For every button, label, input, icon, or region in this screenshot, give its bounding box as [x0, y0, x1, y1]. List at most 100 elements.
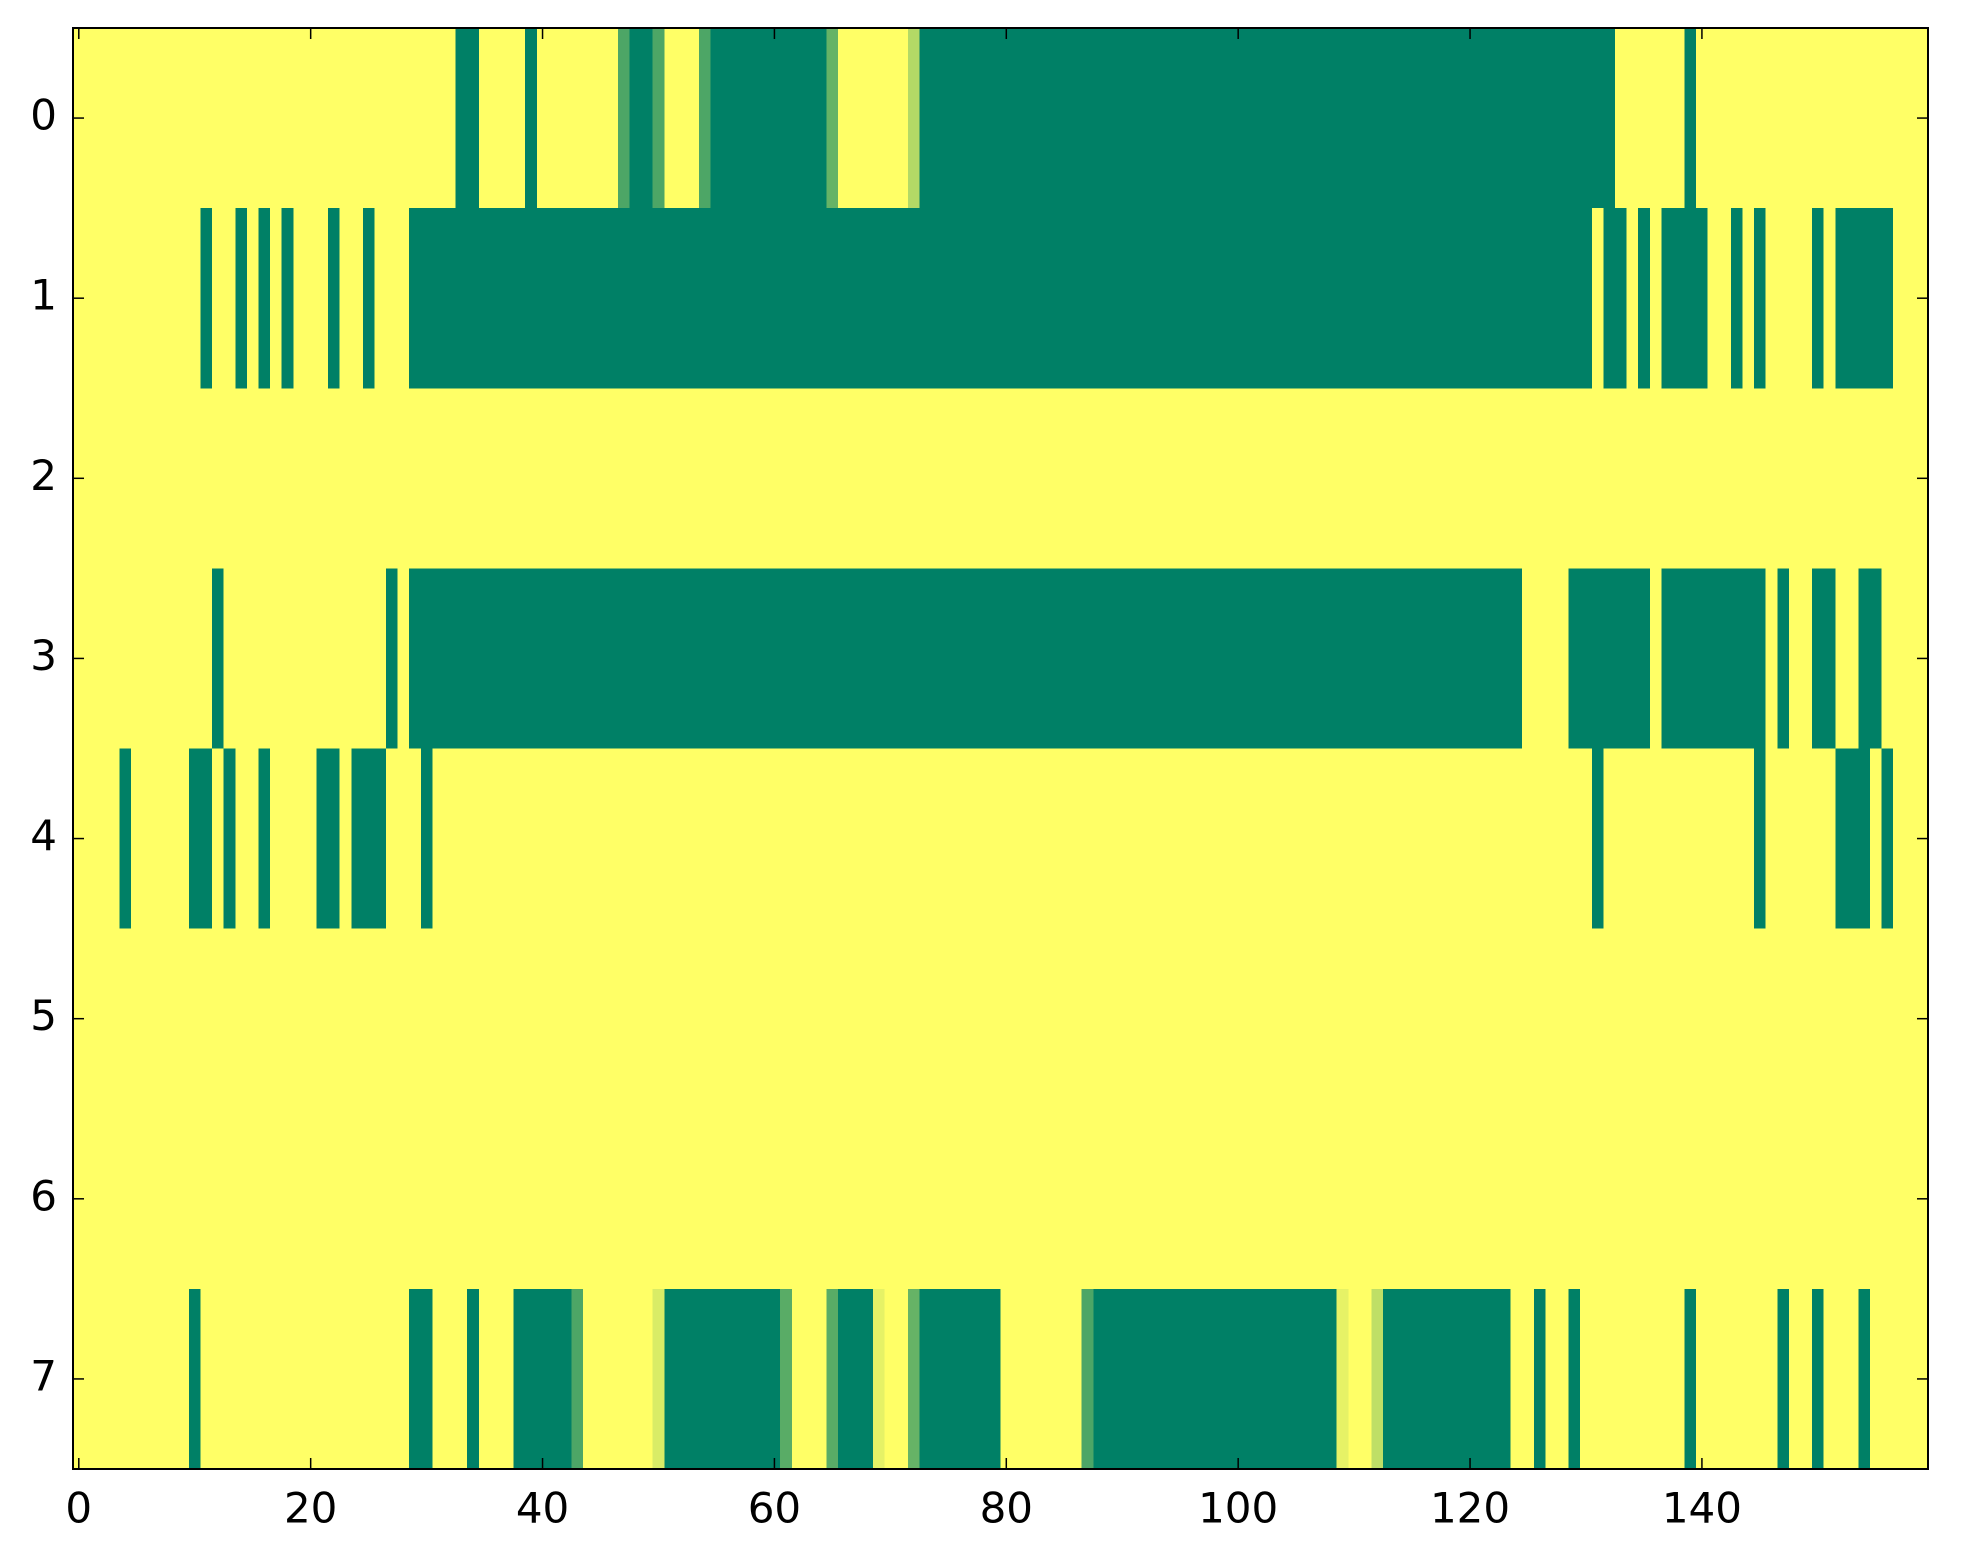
cell: [861, 568, 874, 750]
cell: [444, 568, 457, 750]
cell: [1278, 208, 1291, 389]
cell: [1638, 208, 1651, 389]
cell: [1870, 388, 1883, 569]
cell: [1383, 1108, 1396, 1290]
cell: [351, 1108, 364, 1290]
cell: [165, 208, 178, 389]
cell: [768, 748, 781, 930]
cell: [884, 748, 897, 930]
cell: [1406, 388, 1419, 569]
cell: [1603, 208, 1616, 389]
cell: [513, 208, 526, 389]
cell: [386, 748, 399, 930]
cell: [501, 28, 515, 209]
cell: [606, 388, 619, 569]
cell: [1035, 208, 1048, 389]
cell: [1568, 208, 1581, 389]
cell: [536, 28, 549, 209]
cell: [1325, 748, 1338, 930]
cell: [455, 1108, 468, 1290]
cell: [838, 1288, 851, 1470]
cell: [1452, 1288, 1465, 1470]
cell: [1846, 748, 1860, 930]
cell: [641, 388, 654, 569]
cell: [513, 928, 526, 1110]
cell: [1162, 748, 1176, 930]
cell: [328, 1288, 341, 1470]
cell: [1278, 388, 1291, 569]
cell: [177, 388, 190, 569]
cell: [1487, 568, 1500, 750]
cell: [281, 568, 294, 750]
cell: [328, 208, 341, 389]
cell: [1893, 1288, 1906, 1470]
cell: [583, 568, 596, 750]
cell: [791, 748, 805, 930]
cell: [1487, 208, 1500, 389]
cell: [467, 1108, 480, 1290]
cell: [1046, 1288, 1060, 1470]
cell: [1533, 748, 1547, 930]
cell: [1197, 1108, 1210, 1290]
cell: [1568, 28, 1581, 209]
cell: [1186, 28, 1199, 209]
cell: [652, 568, 665, 750]
cell: [270, 1108, 283, 1290]
cell: [1406, 748, 1419, 930]
cell: [675, 568, 689, 750]
cell: [1499, 1288, 1512, 1470]
cell: [826, 568, 839, 750]
cell: [1719, 748, 1732, 930]
cell: [861, 1288, 874, 1470]
cell: [258, 568, 271, 750]
cell: [617, 568, 631, 750]
cell: [1603, 1108, 1616, 1290]
cell: [583, 28, 596, 209]
cell: [664, 208, 677, 389]
cell: [1533, 28, 1547, 209]
cell: [1429, 1288, 1442, 1470]
cell: [1846, 1108, 1860, 1290]
x-tick-label: 60: [748, 1484, 801, 1533]
cell: [1835, 928, 1848, 1110]
cell: [1209, 28, 1222, 209]
cell: [583, 748, 596, 930]
cell: [757, 1288, 770, 1470]
cell: [629, 208, 642, 389]
cell: [896, 1108, 909, 1290]
cell: [664, 388, 677, 569]
cell: [188, 568, 202, 750]
cell: [861, 928, 874, 1110]
cell: [1104, 748, 1118, 930]
cell: [652, 748, 665, 930]
cell: [1638, 1288, 1651, 1470]
cell: [1475, 928, 1489, 1110]
cell: [1904, 928, 1918, 1110]
cell: [1464, 1288, 1477, 1470]
cell: [1545, 928, 1558, 1110]
cell: [1742, 1108, 1755, 1290]
cell: [142, 568, 155, 750]
cell: [1452, 568, 1465, 750]
cell: [1881, 928, 1894, 1110]
cell: [1835, 28, 1848, 209]
cell: [652, 388, 665, 569]
cell: [872, 1288, 886, 1470]
cell: [1081, 1108, 1094, 1290]
cell: [675, 1288, 689, 1470]
cell: [1881, 28, 1894, 209]
cell: [1452, 748, 1465, 930]
cell: [1870, 568, 1883, 750]
cell: [1487, 748, 1500, 930]
cell: [1035, 1108, 1048, 1290]
cell: [1359, 28, 1373, 209]
cell: [1696, 28, 1709, 209]
cell: [1638, 568, 1651, 750]
cell: [1441, 208, 1454, 389]
cell: [96, 928, 109, 1110]
cell: [641, 568, 654, 750]
cell: [1070, 928, 1083, 1110]
cell: [513, 568, 526, 750]
cell: [1186, 388, 1199, 569]
cell: [281, 928, 294, 1110]
